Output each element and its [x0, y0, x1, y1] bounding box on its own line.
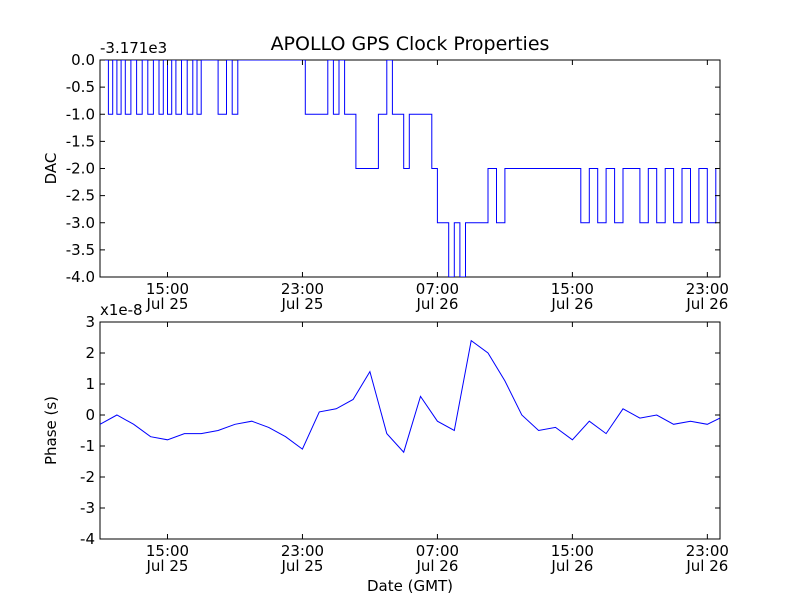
y-tick-label: 0.0 — [71, 51, 95, 69]
x-tick-label-date: Jul 26 — [685, 295, 728, 313]
y-tick-label: -0.5 — [66, 78, 95, 96]
y-tick-label: -1.5 — [66, 132, 95, 150]
y-axis-label: Phase (s) — [42, 396, 60, 465]
y-tick-label: -1.0 — [66, 105, 95, 123]
x-tick-label-date: Jul 25 — [146, 295, 189, 313]
figure-title: APOLLO GPS Clock Properties — [271, 33, 550, 55]
y-tick-label: -2 — [80, 468, 95, 486]
x-tick-label-time: 15:00 — [551, 542, 594, 560]
y-tick-label: -1 — [80, 437, 95, 455]
y-tick-label: -3.0 — [66, 214, 95, 232]
axis-offset-label: x1e-8 — [100, 301, 143, 319]
axis-offset-label: -3.171e3 — [100, 39, 167, 57]
x-tick-label-time: 07:00 — [416, 280, 459, 298]
y-tick-label: -4 — [80, 530, 95, 548]
y-tick-label: -2.0 — [66, 160, 95, 178]
x-tick-label-time: 23:00 — [686, 542, 729, 560]
y-tick-label: -3 — [80, 499, 95, 517]
x-tick-label-date: Jul 25 — [146, 557, 189, 575]
x-tick-label-date: Jul 26 — [415, 557, 458, 575]
dac-panel: 0.0 -0.5 -1.0 -1.5 -2.0 -2.5 -3.0 -3.5 -4.0 15:00… — [42, 39, 729, 313]
y-tick-label: 0 — [85, 406, 95, 424]
x-tick-label-date: Jul 25 — [280, 557, 323, 575]
x-tick-label-date: Jul 26 — [415, 295, 458, 313]
y-axis-label: DAC — [42, 153, 60, 185]
y-tick-label: -3.5 — [66, 241, 95, 259]
x-tick-label-time: 15:00 — [146, 542, 189, 560]
x-tick-label-date: Jul 26 — [685, 557, 728, 575]
x-tick-label-date: Jul 25 — [280, 295, 323, 313]
x-axis-label: Date (GMT) — [367, 577, 453, 595]
x-tick-label-time: 07:00 — [416, 542, 459, 560]
y-tick-label: -4.0 — [66, 268, 95, 286]
x-tick-label-time: 23:00 — [686, 280, 729, 298]
y-tick-label: 3 — [85, 313, 95, 331]
y-tick-label: 1 — [85, 375, 95, 393]
x-tick-label-time: 23:00 — [281, 280, 324, 298]
x-tick-label-time: 15:00 — [146, 280, 189, 298]
x-tick-label-time: 15:00 — [551, 280, 594, 298]
y-tick-label: -2.5 — [66, 187, 95, 205]
series-line — [100, 339, 720, 454]
y-tick-label: 2 — [85, 344, 95, 362]
x-tick-label-time: 23:00 — [281, 542, 324, 560]
series-line — [100, 60, 720, 277]
x-tick-label-date: Jul 26 — [550, 295, 593, 313]
axes-frame — [99, 321, 721, 540]
x-tick-label-date: Jul 26 — [550, 557, 593, 575]
